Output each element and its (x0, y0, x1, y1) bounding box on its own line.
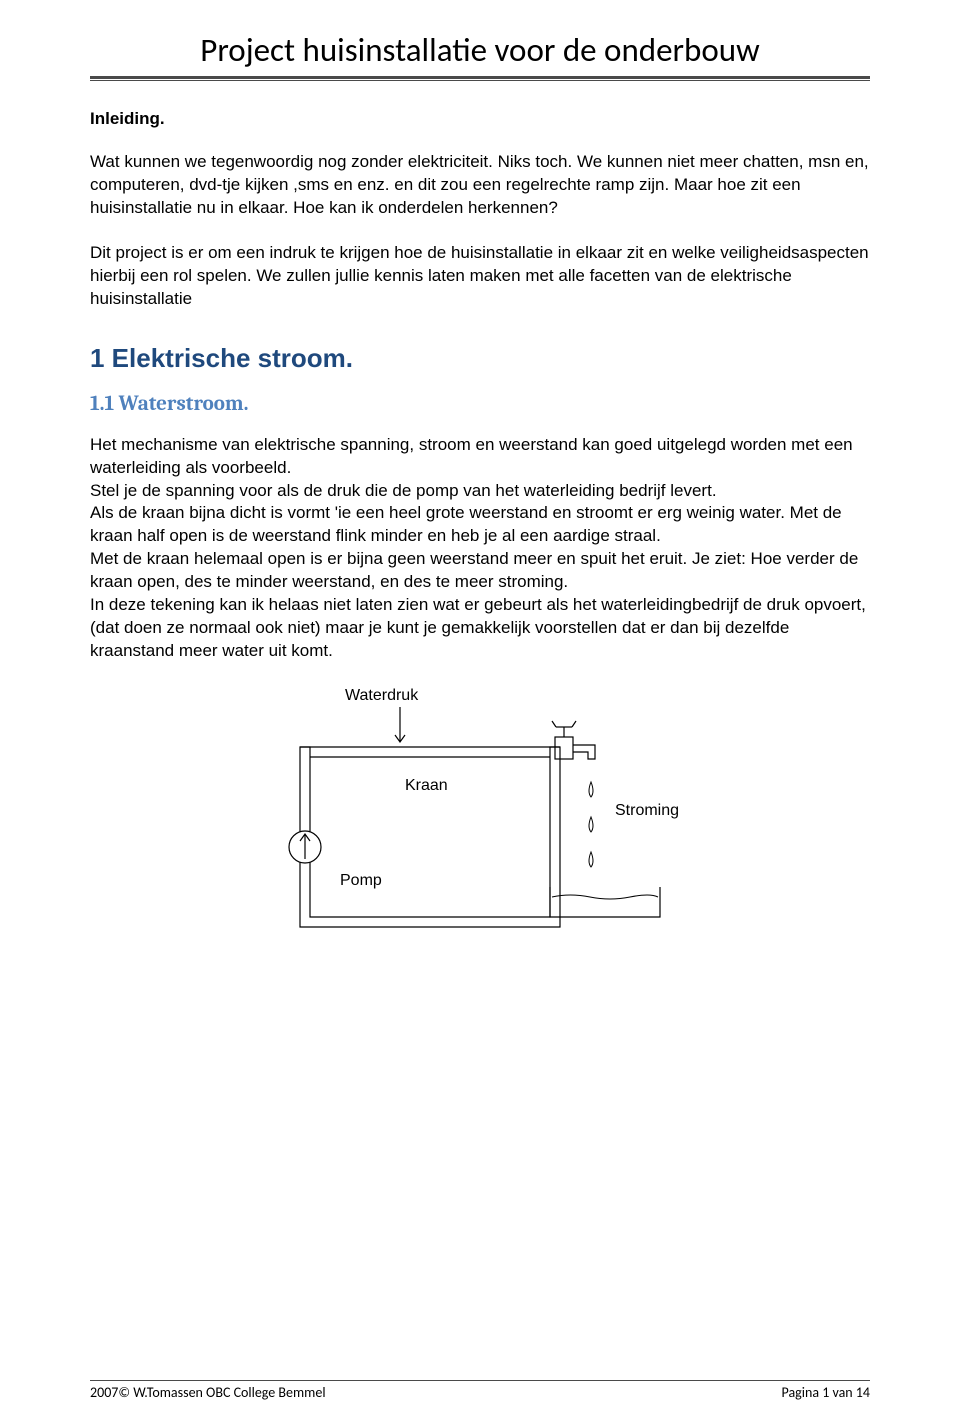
section-1-1-heading: 1.1 Waterstroom. (90, 392, 870, 416)
title-divider (90, 76, 870, 81)
water-flow-diagram: Waterdruk Kraan Stroming Pomp (250, 687, 710, 957)
footer-right: Pagina 1 van 14 (782, 1384, 870, 1401)
section-1-heading: 1 Elektrische stroom. (90, 343, 870, 374)
label-pomp: Pomp (340, 872, 382, 890)
waterdruk-arrow-icon (395, 707, 405, 742)
pump-icon (289, 831, 321, 863)
section-1-1-body: Het mechanisme van elektrische spanning,… (90, 434, 870, 663)
intro-paragraph-1: Wat kunnen we tegenwoordig nog zonder el… (90, 151, 870, 220)
droplets-icon (589, 782, 593, 867)
tap-icon (552, 721, 595, 759)
footer-left: 2007© W.Tomassen OBC College Bemmel (90, 1384, 326, 1401)
page-footer: 2007© W.Tomassen OBC College Bemmel Pagi… (90, 1380, 870, 1401)
intro-paragraph-2: Dit project is er om een indruk te krijg… (90, 242, 870, 311)
intro-heading: Inleiding. (90, 109, 870, 129)
basin-icon (550, 887, 660, 917)
label-kraan: Kraan (405, 777, 448, 795)
footer-divider (90, 1380, 870, 1381)
page-title: Project huisinstallatie voor de onderbou… (90, 30, 870, 70)
pipe-outline (300, 747, 560, 927)
label-waterdruk: Waterdruk (345, 687, 418, 705)
diagram-svg (250, 687, 710, 957)
label-stroming: Stroming (615, 802, 679, 820)
